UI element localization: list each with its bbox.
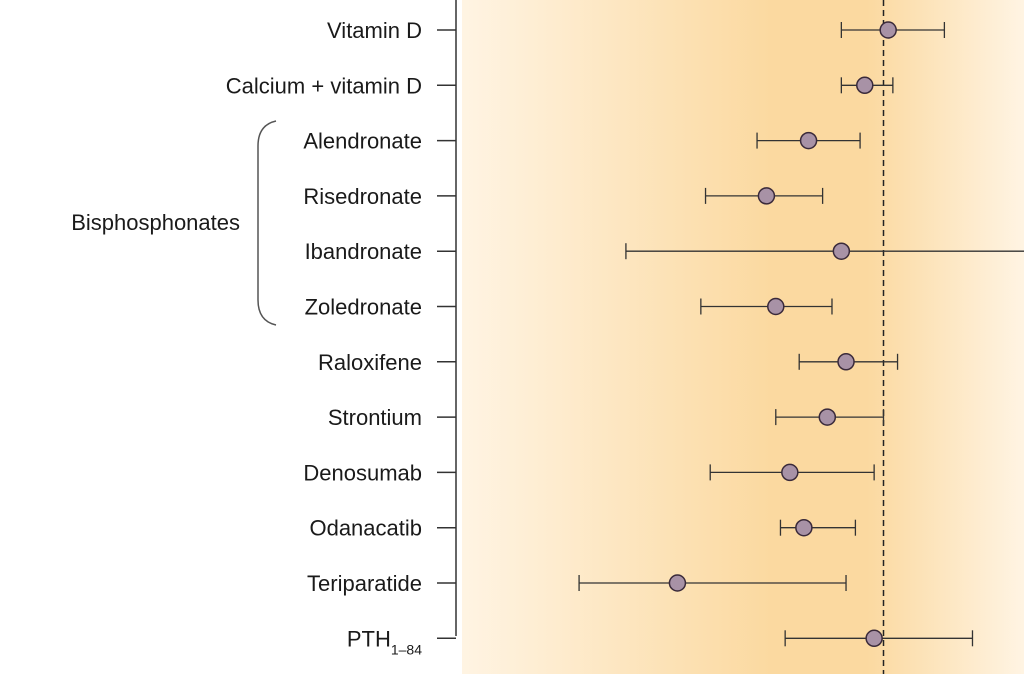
point-odanacatib	[795, 518, 813, 537]
row-label-raloxifene: Raloxifene	[318, 350, 422, 375]
row-label-vitamin-d: Vitamin D	[327, 18, 422, 43]
point-alendronate	[799, 131, 818, 150]
row-label-calcium-vitamin-d: Calcium + vitamin D	[226, 73, 422, 98]
point-vitamin-d	[879, 21, 897, 39]
point-raloxifene	[837, 353, 855, 371]
point-teriparatide	[668, 574, 687, 592]
row-label-odanacatib: Odanacatib	[309, 516, 422, 541]
group-brace	[257, 120, 277, 326]
row-label-risedronate: Risedronate	[303, 184, 422, 209]
row-label-strontium: Strontium	[328, 405, 422, 430]
point-pth	[865, 629, 883, 648]
row-label-pth: PTH1–84	[347, 626, 422, 657]
row-label-teriparatide: Teriparatide	[307, 571, 422, 596]
point-risedronate	[757, 187, 776, 205]
point-denosumab	[781, 463, 799, 482]
row-label-alendronate: Alendronate	[303, 129, 422, 154]
point-calcium-vitamin-d	[856, 76, 874, 95]
row-label-ibandronate: Ibandronate	[305, 239, 422, 264]
group-label: Bisphosphonates	[71, 210, 240, 235]
point-zoledronate	[767, 297, 785, 316]
row-label-zoledronate: Zoledronate	[305, 295, 422, 320]
point-ibandronate	[832, 242, 851, 260]
point-strontium	[818, 408, 837, 426]
plot-background	[462, 0, 1024, 674]
row-label-denosumab: Denosumab	[303, 460, 422, 485]
